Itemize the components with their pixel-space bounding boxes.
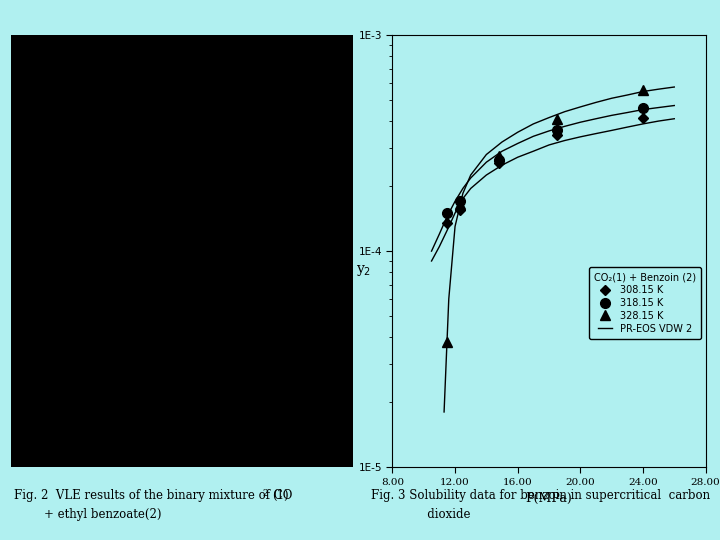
Text: Fig. 3 Solubility data for benzoin in supercritical  carbon: Fig. 3 Solubility data for benzoin in su… [371,489,710,502]
X-axis label: P(MPa): P(MPa) [526,492,572,505]
Text: 2: 2 [263,489,269,498]
Text: (1): (1) [272,489,289,502]
Legend: 308.15 K, 318.15 K, 328.15 K, PR-EOS VDW 2: 308.15 K, 318.15 K, 328.15 K, PR-EOS VDW… [589,267,701,339]
Text: Fig. 2  VLE results of the binary mixture of CO: Fig. 2 VLE results of the binary mixture… [14,489,293,502]
Text: + ethyl benzoate(2): + ethyl benzoate(2) [14,508,162,521]
Text: y$_2$: y$_2$ [356,262,371,278]
Text: dioxide: dioxide [371,508,470,521]
